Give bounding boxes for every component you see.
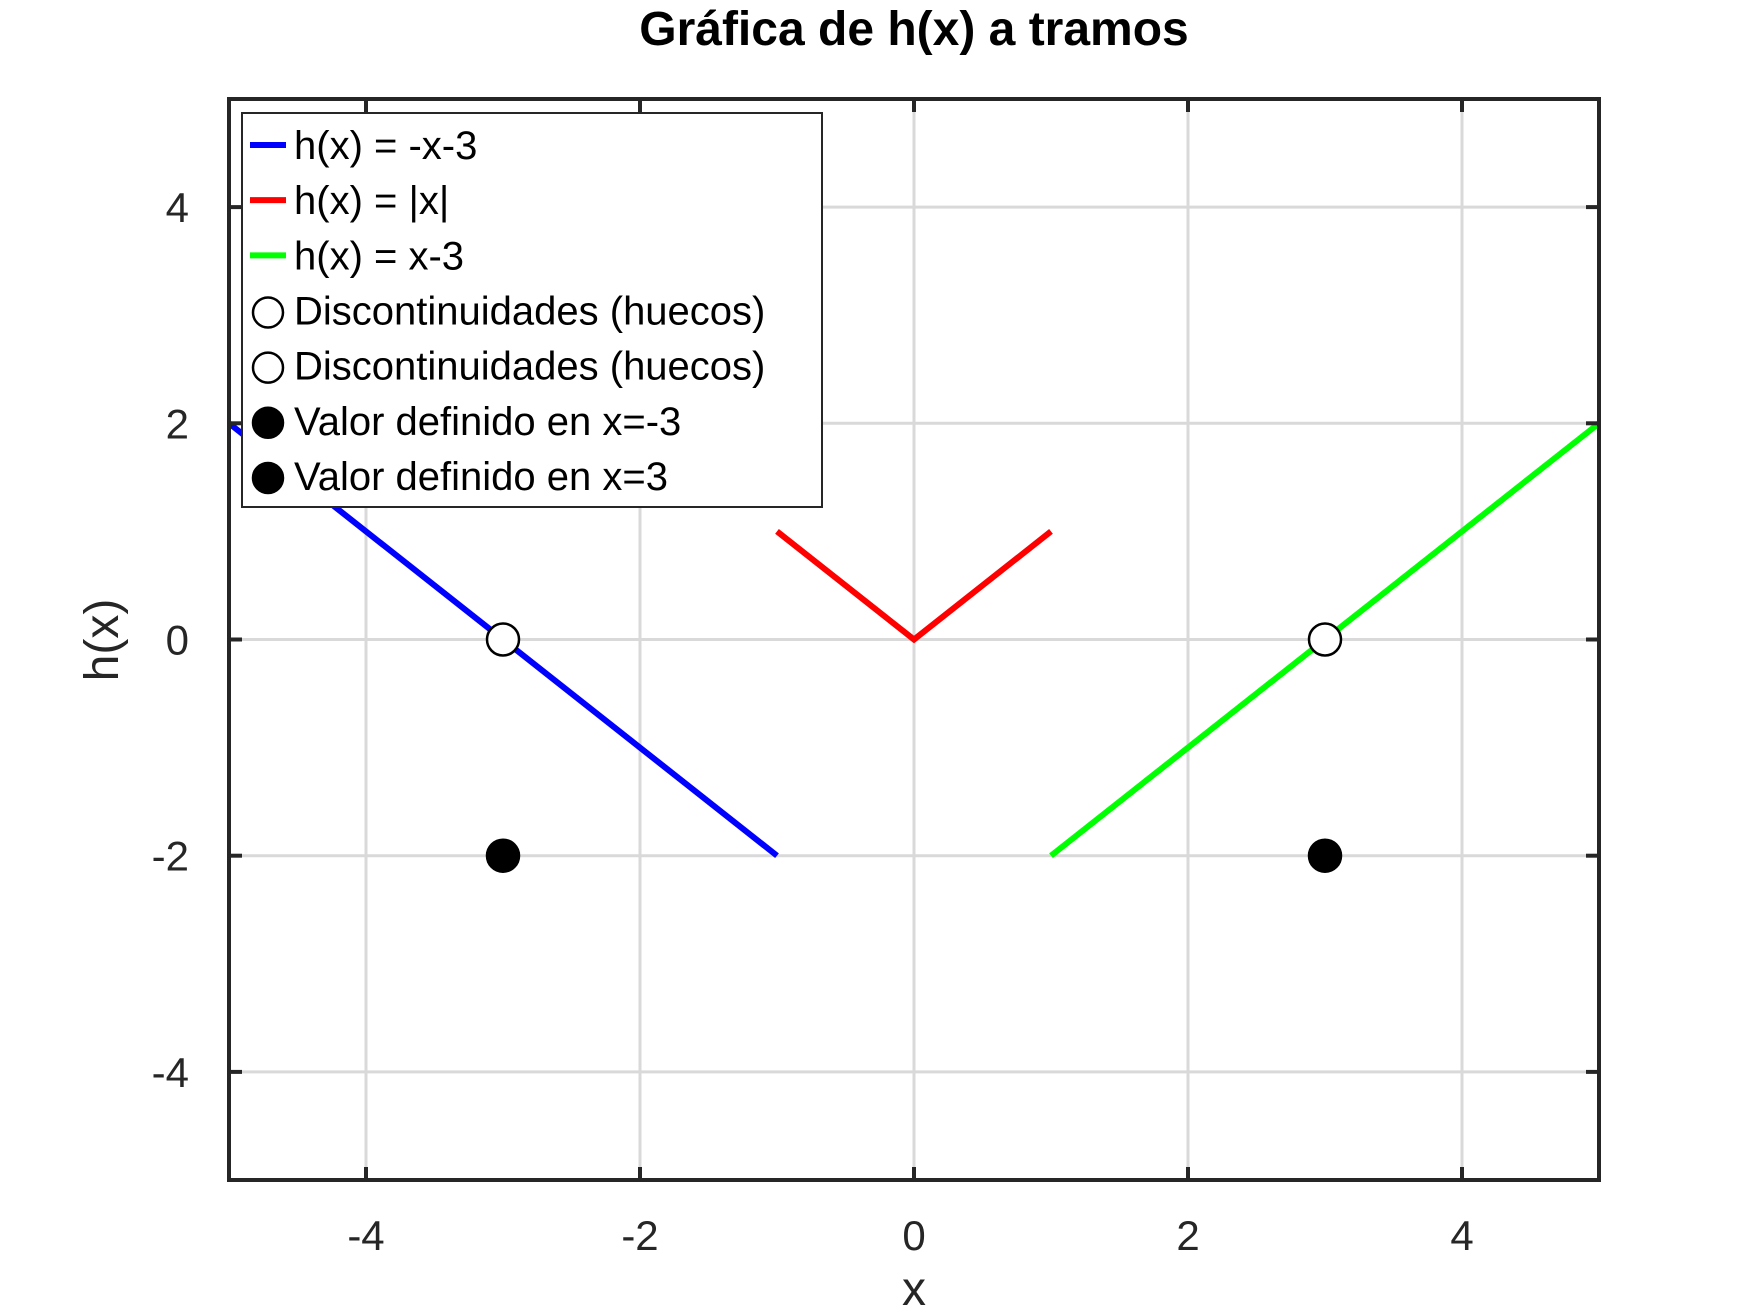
chart-title: Gráfica de h(x) a tramos: [639, 3, 1189, 56]
filled-marker-5: [485, 838, 521, 873]
ticks: -4 -2 0 2 4 -4 -2 0 2 4: [152, 99, 1599, 1259]
x-tick-label: 2: [1176, 1212, 1199, 1259]
y-tick-label: 4: [166, 184, 189, 231]
legend-box: [241, 112, 823, 508]
legend-label-3: Discontinuidades (huecos): [294, 289, 765, 333]
y-tick-label: 2: [166, 400, 189, 447]
filled-marker-6: [1307, 838, 1343, 873]
legend: h(x) = -x-3 h(x) = |x| h(x) = x-3 Discontin…: [241, 112, 823, 508]
series-line-1: [775, 529, 1053, 644]
legend-label-2: h(x) = x-3: [294, 234, 464, 278]
x-tick-label: -2: [621, 1212, 658, 1259]
y-axis-label: h(x): [76, 599, 129, 682]
legend-swatch-4: [251, 351, 285, 384]
legend-label-0: h(x) = -x-3: [294, 124, 477, 168]
legend-swatch-3: [251, 296, 285, 329]
y-tick-label: -2: [152, 833, 189, 880]
open-marker-4: [1307, 622, 1343, 657]
open-marker-3: [485, 622, 521, 657]
x-tick-label: -4: [347, 1212, 384, 1259]
legend-label-6: Valor definido en x=3: [294, 455, 668, 499]
legend-label-1: h(x) = |x|: [294, 179, 449, 223]
x-tick-label: 0: [902, 1212, 925, 1259]
y-tick-label: -4: [152, 1049, 189, 1096]
legend-label-5: Valor definido en x=-3: [294, 400, 681, 444]
legend-swatch-6: [251, 461, 285, 495]
x-axis-label: x: [902, 1263, 926, 1308]
legend-swatch-5: [251, 406, 285, 440]
y-tick-label: 0: [166, 617, 189, 664]
legend-label-4: Discontinuidades (huecos): [294, 345, 765, 389]
x-tick-label: 4: [1450, 1212, 1473, 1259]
